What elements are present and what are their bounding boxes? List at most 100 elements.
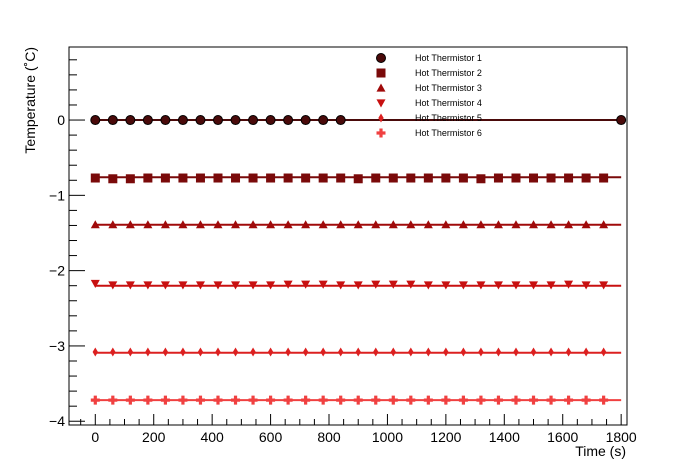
data-point <box>248 220 258 229</box>
data-point <box>441 220 451 229</box>
data-point <box>406 280 416 289</box>
data-point <box>283 395 293 405</box>
data-point <box>371 173 381 183</box>
data-point <box>388 280 398 289</box>
data-point <box>231 281 241 290</box>
data-point <box>195 173 205 183</box>
series-6-points <box>90 395 609 405</box>
data-point <box>564 280 574 289</box>
data-point <box>476 281 486 290</box>
data-point <box>353 281 363 290</box>
data-point <box>143 281 153 290</box>
legend-label: Hot Thermistor 6 <box>415 128 482 138</box>
data-point <box>143 173 153 183</box>
legend-marker <box>376 99 386 108</box>
data-point <box>248 173 258 183</box>
data-point <box>336 220 346 229</box>
data-point <box>283 173 293 183</box>
data-point <box>318 220 328 229</box>
data-point <box>283 280 293 289</box>
data-point <box>231 173 241 183</box>
data-point <box>581 281 591 290</box>
data-point <box>265 115 276 126</box>
y-tick-label: −2 <box>49 263 65 279</box>
x-tick-label: 1000 <box>372 429 403 445</box>
y-axis-ticks: 0 −1 −2 −3 −4 <box>49 59 85 429</box>
data-point <box>511 220 521 229</box>
data-point <box>406 173 416 183</box>
data-point <box>371 280 381 289</box>
data-point <box>581 220 591 229</box>
data-point <box>107 115 118 126</box>
legend-label: Hot Thermistor 1 <box>415 53 482 63</box>
data-point <box>529 173 539 183</box>
series-1-points <box>90 115 627 126</box>
data-point <box>600 347 607 357</box>
data-point <box>441 173 451 183</box>
data-point <box>248 115 259 126</box>
data-point <box>285 347 291 357</box>
data-point <box>110 347 116 357</box>
data-point <box>127 347 134 357</box>
data-point <box>423 220 433 229</box>
data-point <box>231 220 241 229</box>
data-point <box>248 281 258 290</box>
data-point <box>267 347 274 357</box>
y-tick-label: −1 <box>49 187 65 203</box>
data-point <box>90 115 101 126</box>
x-tick-label: 1200 <box>430 429 461 445</box>
data-point <box>564 220 574 229</box>
data-point <box>476 174 486 184</box>
data-point <box>125 395 135 405</box>
data-point <box>529 281 539 290</box>
x-tick-label: 1400 <box>489 429 520 445</box>
x-tick-label: 600 <box>259 429 283 445</box>
x-tick-label: 1600 <box>547 429 578 445</box>
data-point <box>388 173 398 183</box>
legend: Hot Thermistor 1 Hot Thermistor 2 Hot Ther… <box>376 53 482 138</box>
data-point <box>529 395 539 405</box>
data-point <box>301 220 311 229</box>
x-tick-label: 0 <box>91 429 99 445</box>
data-point <box>353 174 363 184</box>
legend-marker <box>376 53 386 63</box>
data-point <box>548 347 554 357</box>
y-tick-label: −4 <box>49 413 65 429</box>
data-point <box>248 395 258 405</box>
data-point <box>443 347 449 357</box>
data-point <box>177 115 188 126</box>
data-point <box>213 281 223 290</box>
data-point <box>213 173 223 183</box>
data-point <box>160 173 170 183</box>
data-point <box>213 220 223 229</box>
data-point <box>178 281 188 290</box>
data-point <box>90 395 100 405</box>
data-point <box>195 220 205 229</box>
data-point <box>300 115 311 126</box>
data-point <box>458 173 468 183</box>
data-point <box>231 395 241 405</box>
legend-item: Hot Thermistor 1 <box>376 53 482 63</box>
data-point <box>478 347 484 357</box>
data-point <box>546 281 556 290</box>
data-point <box>460 347 467 357</box>
data-point <box>178 220 188 229</box>
data-point <box>441 281 451 290</box>
x-axis-ticks: 0 200 400 600 800 1000 1200 1400 1600 1800 <box>80 414 637 445</box>
data-point <box>493 281 503 290</box>
legend-marker <box>376 68 386 78</box>
data-point <box>408 347 414 357</box>
data-point <box>371 395 381 405</box>
data-point <box>513 347 519 357</box>
data-point <box>581 395 591 405</box>
data-point <box>546 173 556 183</box>
data-point <box>546 220 556 229</box>
data-point <box>318 173 328 183</box>
data-point <box>493 173 503 183</box>
data-point <box>160 281 170 290</box>
x-axis-label: Time (s) <box>575 443 626 459</box>
data-point <box>599 220 609 229</box>
legend-item: Hot Thermistor 3 <box>376 83 482 93</box>
data-point <box>458 220 468 229</box>
data-point <box>301 173 311 183</box>
